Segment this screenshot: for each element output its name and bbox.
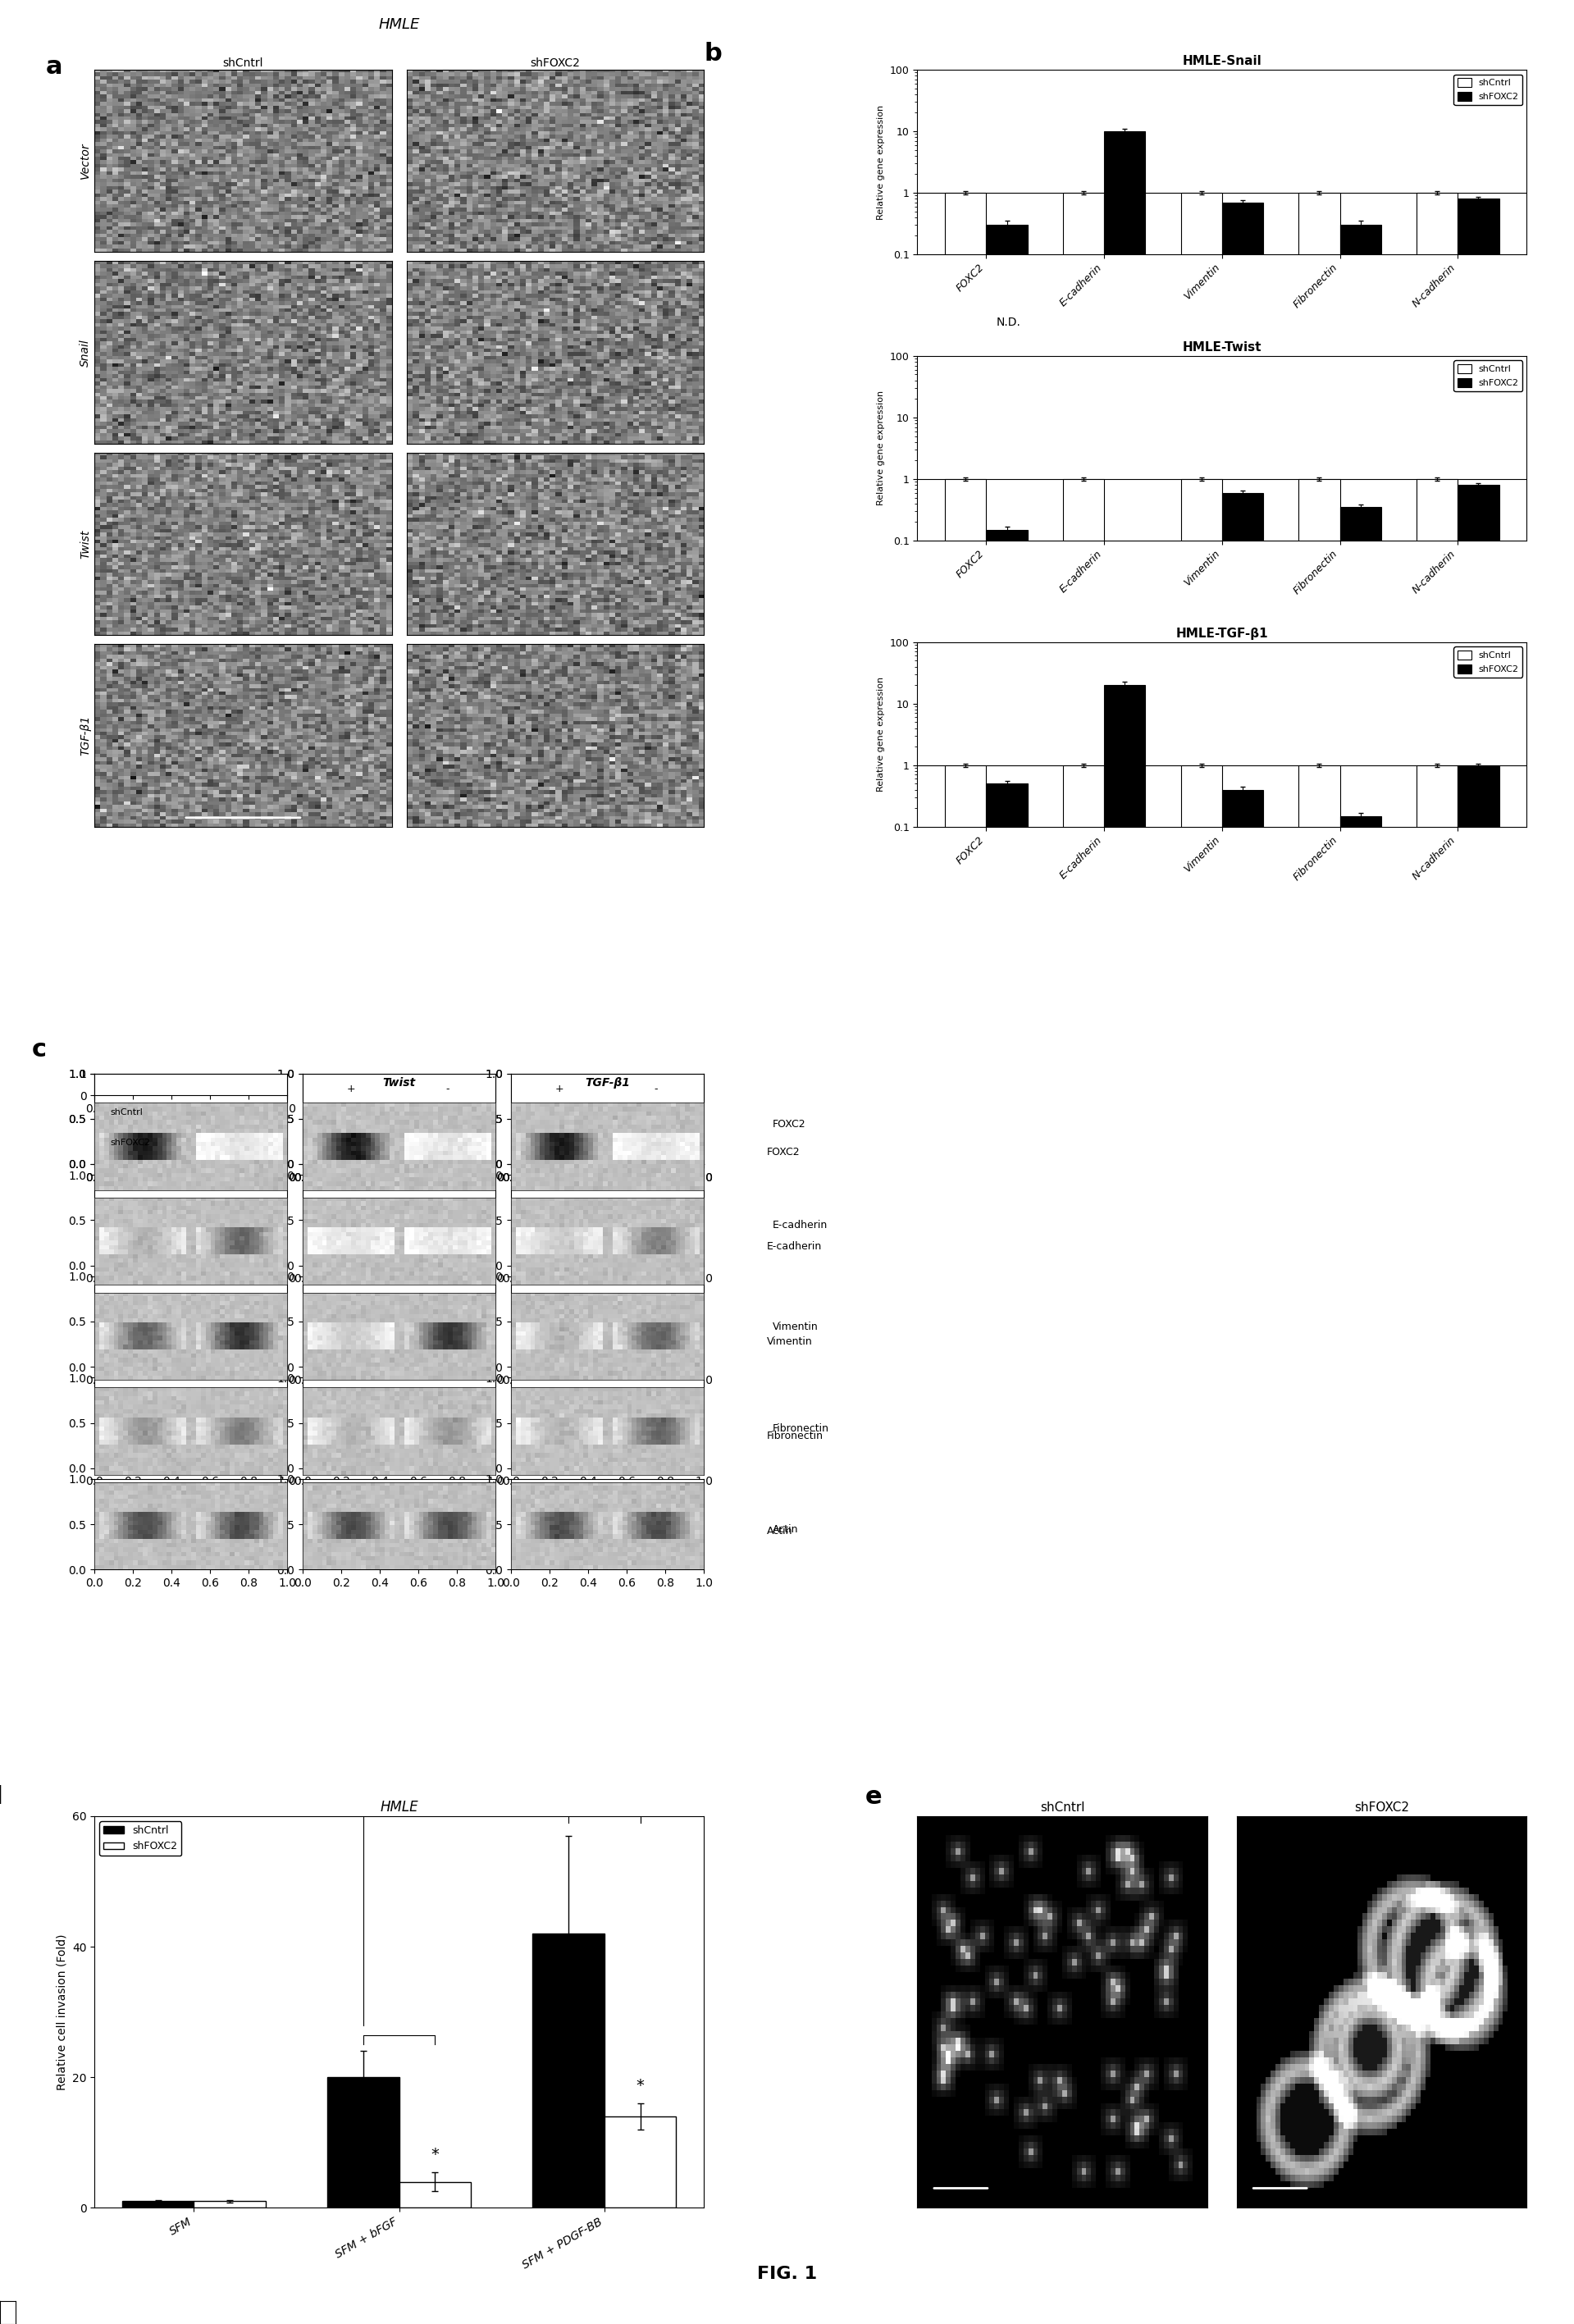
- Title: HMLE-TGF-β1: HMLE-TGF-β1: [1176, 627, 1269, 639]
- Y-axis label: Snail: Snail: [80, 339, 91, 367]
- Bar: [327, 2078, 400, 2208]
- Text: shCntrl: shCntrl: [110, 1109, 143, 1116]
- Bar: [1458, 486, 1498, 2324]
- Title: HMLE-Twist: HMLE-Twist: [1182, 342, 1262, 353]
- Title: HMLE: HMLE: [379, 1801, 419, 1815]
- Y-axis label: Relative gene expression: Relative gene expression: [877, 676, 885, 792]
- Bar: [1339, 225, 1380, 2324]
- Bar: [532, 1934, 604, 2208]
- Y-axis label: Vimentin: Vimentin: [773, 1322, 818, 1332]
- Title: shCntrl: shCntrl: [224, 58, 263, 70]
- Bar: [1417, 193, 1458, 2324]
- Text: -: -: [238, 1083, 241, 1095]
- Bar: [1339, 507, 1380, 2324]
- Bar: [1417, 479, 1458, 2324]
- Y-axis label: Actin: Actin: [773, 1525, 798, 1534]
- Text: *: *: [636, 2078, 644, 2094]
- Text: FIG. 1: FIG. 1: [757, 2266, 817, 2282]
- Y-axis label: Relative gene expression: Relative gene expression: [877, 105, 885, 218]
- Text: -: -: [445, 1083, 449, 1095]
- Y-axis label: Vector: Vector: [80, 142, 91, 179]
- Title: shFOXC2: shFOXC2: [1354, 1801, 1409, 1815]
- Bar: [123, 2201, 194, 2208]
- Title: shFOXC2: shFOXC2: [530, 58, 581, 70]
- Y-axis label: Fibronectin: Fibronectin: [767, 1432, 823, 1441]
- Text: +: +: [139, 1083, 146, 1095]
- Y-axis label: Relative gene expression: Relative gene expression: [877, 390, 885, 507]
- Y-axis label: TGF-β1: TGF-β1: [80, 716, 91, 755]
- Bar: [194, 2201, 266, 2208]
- Bar: [1221, 202, 1264, 2324]
- Bar: [987, 530, 1028, 2324]
- Text: c: c: [31, 1039, 46, 1062]
- Bar: [1103, 130, 1146, 2324]
- Bar: [1180, 479, 1221, 2324]
- Y-axis label: Relative cell invasion (Fold): Relative cell invasion (Fold): [57, 1934, 68, 2089]
- Bar: [987, 225, 1028, 2324]
- Text: +: +: [556, 1083, 563, 1095]
- Y-axis label: Fibronectin: Fibronectin: [773, 1422, 829, 1434]
- Bar: [1458, 765, 1498, 2324]
- Y-axis label: Actin: Actin: [767, 1527, 792, 1536]
- Bar: [1299, 193, 1339, 2324]
- Text: a: a: [46, 53, 63, 79]
- Bar: [1458, 200, 1498, 2324]
- Bar: [1062, 193, 1103, 2324]
- Text: TGF-β1: TGF-β1: [586, 1076, 630, 1088]
- Bar: [987, 783, 1028, 2324]
- Y-axis label: E-cadherin: E-cadherin: [767, 1241, 822, 1253]
- Text: shFOXC2: shFOXC2: [110, 1139, 151, 1146]
- Bar: [604, 2117, 677, 2208]
- Bar: [944, 479, 987, 2324]
- Bar: [1299, 765, 1339, 2324]
- Bar: [1180, 765, 1221, 2324]
- Y-axis label: Twist: Twist: [80, 530, 91, 558]
- Text: +: +: [346, 1083, 356, 1095]
- Text: Snail: Snail: [175, 1076, 206, 1088]
- Bar: [1062, 479, 1103, 2324]
- Y-axis label: E-cadherin: E-cadherin: [773, 1220, 828, 1232]
- Title: shCntrl: shCntrl: [1040, 1801, 1084, 1815]
- Bar: [1221, 790, 1264, 2324]
- Text: b: b: [704, 42, 722, 65]
- Bar: [1103, 686, 1146, 2324]
- Text: -: -: [653, 1083, 658, 1095]
- Text: d: d: [0, 1785, 3, 1808]
- Bar: [1221, 493, 1264, 2324]
- Legend: shCntrl, shFOXC2: shCntrl, shFOXC2: [1454, 74, 1522, 105]
- Text: HMLE: HMLE: [378, 16, 420, 33]
- Text: e: e: [866, 1785, 881, 1808]
- Bar: [1417, 765, 1458, 2324]
- Bar: [1339, 816, 1380, 2324]
- Legend: shCntrl, shFOXC2: shCntrl, shFOXC2: [1454, 360, 1522, 390]
- Bar: [1299, 479, 1339, 2324]
- Bar: [944, 765, 987, 2324]
- Text: Twist: Twist: [382, 1076, 416, 1088]
- Bar: [944, 193, 987, 2324]
- Legend: shCntrl, shFOXC2: shCntrl, shFOXC2: [99, 1822, 181, 1857]
- Title: HMLE-Snail: HMLE-Snail: [1182, 56, 1262, 67]
- Bar: [1062, 765, 1103, 2324]
- Y-axis label: Vimentin: Vimentin: [767, 1336, 812, 1348]
- Text: *: *: [431, 2147, 439, 2161]
- Text: N.D.: N.D.: [996, 316, 1022, 328]
- Legend: shCntrl, shFOXC2: shCntrl, shFOXC2: [1454, 646, 1522, 676]
- Bar: [400, 2182, 471, 2208]
- Y-axis label: FOXC2: FOXC2: [773, 1118, 806, 1129]
- Bar: [1180, 193, 1221, 2324]
- Y-axis label: FOXC2: FOXC2: [767, 1146, 800, 1157]
